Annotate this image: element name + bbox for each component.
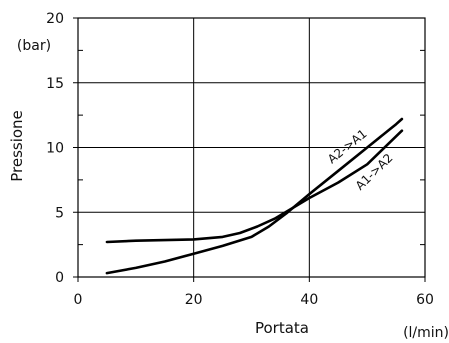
y-tick-label: 0 [55, 270, 64, 286]
x-tick-label: 20 [185, 292, 203, 308]
series-line-1 [105, 117, 404, 275]
y-tick-label: 10 [46, 141, 64, 157]
axes [73, 17, 426, 282]
y-axis-unit: (bar) [17, 38, 51, 54]
x-tick-label: 60 [416, 292, 434, 308]
y-tick-label: 5 [55, 205, 64, 221]
x-tick-label: 40 [300, 292, 318, 308]
x-axis-title: Portata [255, 319, 309, 337]
y-tick-label: 15 [46, 76, 64, 92]
x-tick-label: 0 [74, 292, 83, 308]
series-label-1: A2->A1 [325, 126, 370, 166]
y-axis-title: Pressione [8, 110, 26, 182]
series-line-2 [105, 129, 404, 244]
y-tick-label: 20 [46, 11, 64, 27]
series-lines [105, 117, 404, 275]
x-axis-unit: (l/min) [403, 325, 449, 341]
